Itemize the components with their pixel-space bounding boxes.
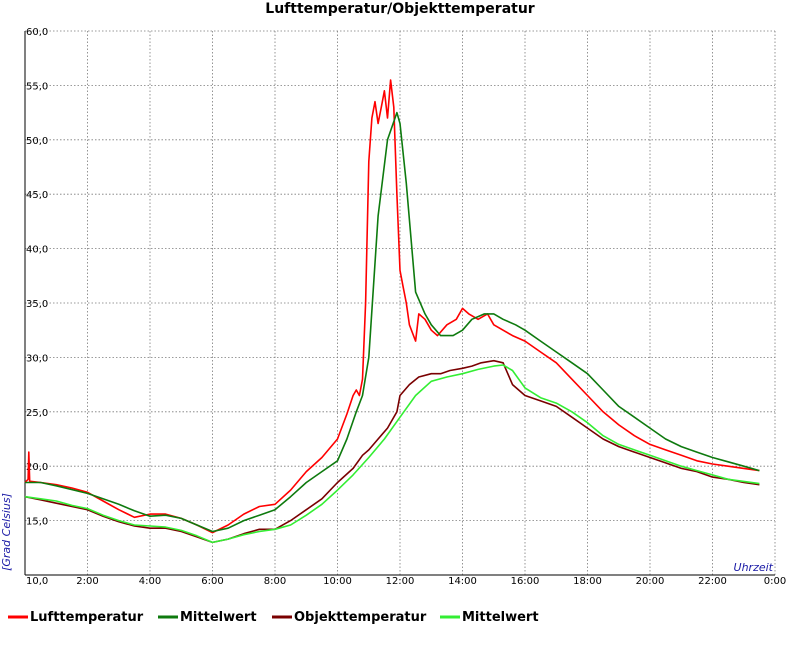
y-tick-label: 45,0: [26, 190, 48, 201]
x-tick-label: 18:00: [573, 576, 602, 587]
x-tick-label: 10:00: [323, 576, 352, 587]
y-tick-label: 50,0: [26, 136, 48, 147]
series-line-1: [24, 79, 760, 534]
legend-label: Mittelwert: [462, 610, 539, 625]
chart-title: Lufttemperatur/Objekttemperatur: [265, 1, 535, 17]
y-tick-label: 35,0: [26, 299, 48, 310]
legend-label: Objekttemperatur: [294, 610, 427, 625]
x-axis-label: Uhrzeit: [734, 561, 774, 574]
x-tick-label: 0:00: [764, 576, 786, 587]
y-tick-label: 25,0: [26, 408, 48, 419]
x-tick-label: 16:00: [511, 576, 540, 587]
x-tick-label: 6:00: [201, 576, 223, 587]
x-tick-label: 22:00: [698, 576, 727, 587]
legend-label: Mittelwert: [180, 610, 257, 625]
series-lines: [24, 79, 760, 544]
y-tick-label: 10,0: [26, 576, 48, 587]
series-line-4: [24, 364, 760, 544]
y-axis-label: [Grad Celsius]: [0, 493, 13, 571]
x-tick-label: 2:00: [76, 576, 98, 587]
x-tick-label: 4:00: [139, 576, 161, 587]
x-tick-label: 12:00: [386, 576, 415, 587]
y-tick-label: 60,0: [26, 27, 48, 38]
y-tick-label: 15,0: [26, 517, 48, 528]
y-tick-label: 20,0: [26, 462, 48, 473]
x-tick-label: 14:00: [448, 576, 477, 587]
y-tick-label: 40,0: [26, 245, 48, 256]
axes: 10,0 15,0 20,0 25,0 30,0 35,0 40,0 45,0 50,0 55,0…: [24, 27, 786, 587]
y-tick-label: 55,0: [26, 81, 48, 92]
y-tick-label: 30,0: [26, 353, 48, 364]
x-tick-label: 8:00: [264, 576, 286, 587]
legend: Lufttemperatur Mittelwert Objekttemperatur…: [8, 610, 539, 625]
series-line-2: [25, 111, 760, 533]
grid: [25, 30, 776, 575]
series-line-3: [24, 359, 760, 544]
x-tick-label: 20:00: [636, 576, 665, 587]
legend-label: Lufttemperatur: [30, 610, 144, 625]
